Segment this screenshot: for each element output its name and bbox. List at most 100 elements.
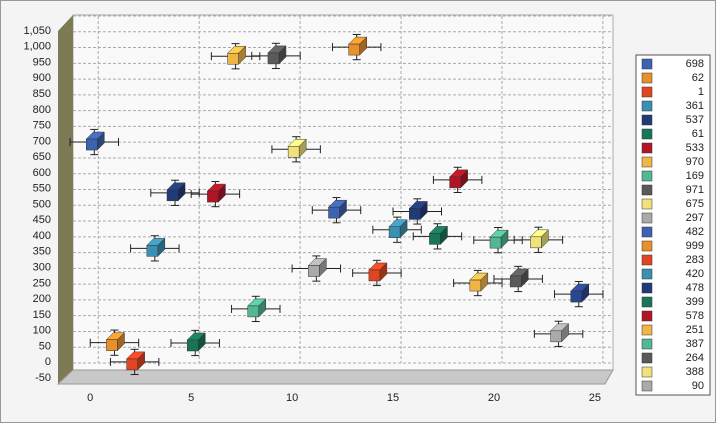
y-tick-label: 900 [33,72,51,84]
legend-label: 387 [686,338,704,350]
x-tick-label: 15 [387,392,399,404]
point-front [166,189,179,202]
legend-label: 399 [686,296,704,308]
y-tick-label: 400 [33,230,51,242]
y-tick-label: 100 [33,325,51,337]
y-tick-label: 0 [45,356,51,368]
point-front [146,245,159,257]
point-front [207,190,219,203]
point [570,283,590,303]
point [348,36,368,56]
legend-label: 578 [686,310,704,322]
point-front [550,330,562,343]
legend-swatch [641,296,653,308]
legend-label: 62 [692,72,704,84]
legend-swatch [641,324,653,336]
y-tick-label: 300 [33,261,51,273]
point [388,219,408,239]
legend-swatch [641,212,653,224]
legend-label: 970 [686,156,704,168]
x-tick-label: 10 [286,392,298,404]
legend-label: 251 [686,324,704,336]
point-front [449,176,461,189]
legend-label: 999 [686,240,704,252]
legend-label: 297 [686,212,704,224]
point-front [530,236,542,249]
point-front [126,358,138,371]
point-front [287,146,300,158]
y-tick-label: 950 [33,56,51,68]
legend-label: 533 [686,142,704,154]
point-front [388,226,401,238]
point [428,225,449,245]
legend-swatch [641,380,653,392]
y-tick-label: 350 [33,246,51,258]
y-tick-label: 500 [33,198,51,210]
legend-swatch [641,366,653,378]
x-tick-label: 25 [589,392,601,404]
legend-swatch [641,254,653,266]
legend-swatch [641,170,653,182]
legend-label: 361 [686,100,704,112]
y-tick-label: 50 [39,340,51,352]
point [307,257,327,278]
y-tick-label: -50 [35,372,51,384]
point-front [348,43,360,56]
point [368,262,388,282]
legend-swatch [641,72,653,84]
point-front [227,52,239,65]
y-tick-label: 450 [33,214,51,226]
legend-swatch [641,268,653,280]
y-tick-label: 550 [33,183,51,195]
x-tick-label: 5 [188,392,194,404]
y-tick-label: 850 [33,88,51,100]
y-tick-label: 150 [33,309,51,321]
point-front [570,290,583,303]
point-front [368,269,381,282]
legend-label: 61 [692,128,704,140]
point-front [186,339,199,352]
point [186,332,206,352]
legend-label: 264 [686,352,704,364]
legend-swatch [641,58,653,70]
legend-label: 971 [686,184,704,196]
point [529,229,549,249]
legend-swatch [641,226,653,238]
legend-label: 420 [686,268,704,280]
y-tick-label: 800 [33,104,51,116]
legend-swatch [641,100,653,112]
legend-swatch [641,338,653,350]
x-tick-label: 20 [488,392,500,404]
y-tick-label: 1,000 [23,41,51,53]
point [549,323,570,343]
point [226,45,247,65]
point-front [86,138,98,151]
legend-swatch [641,352,653,364]
point-front [409,208,421,220]
y-tick-label: 600 [33,167,51,179]
point [489,229,509,249]
y-tick-label: 250 [33,277,51,289]
point [469,272,489,292]
point [267,45,287,65]
point [166,182,186,202]
legend [635,54,711,396]
point-front [267,52,280,65]
legend-swatch [641,86,653,98]
y-tick-label: 750 [33,120,51,132]
point [247,298,267,318]
legend-label: 478 [686,282,704,294]
legend-label: 675 [686,198,704,210]
point-front [328,206,340,219]
point-front [509,275,522,288]
legend-label: 388 [686,366,704,378]
point [126,351,146,371]
point-front [469,279,482,292]
point [85,131,105,151]
point-front [429,233,441,245]
y-tick-label: 1,050 [23,25,51,37]
point [449,169,469,189]
y-tick-label: 700 [33,135,51,147]
legend-label: 1 [698,86,704,98]
point [327,199,348,219]
